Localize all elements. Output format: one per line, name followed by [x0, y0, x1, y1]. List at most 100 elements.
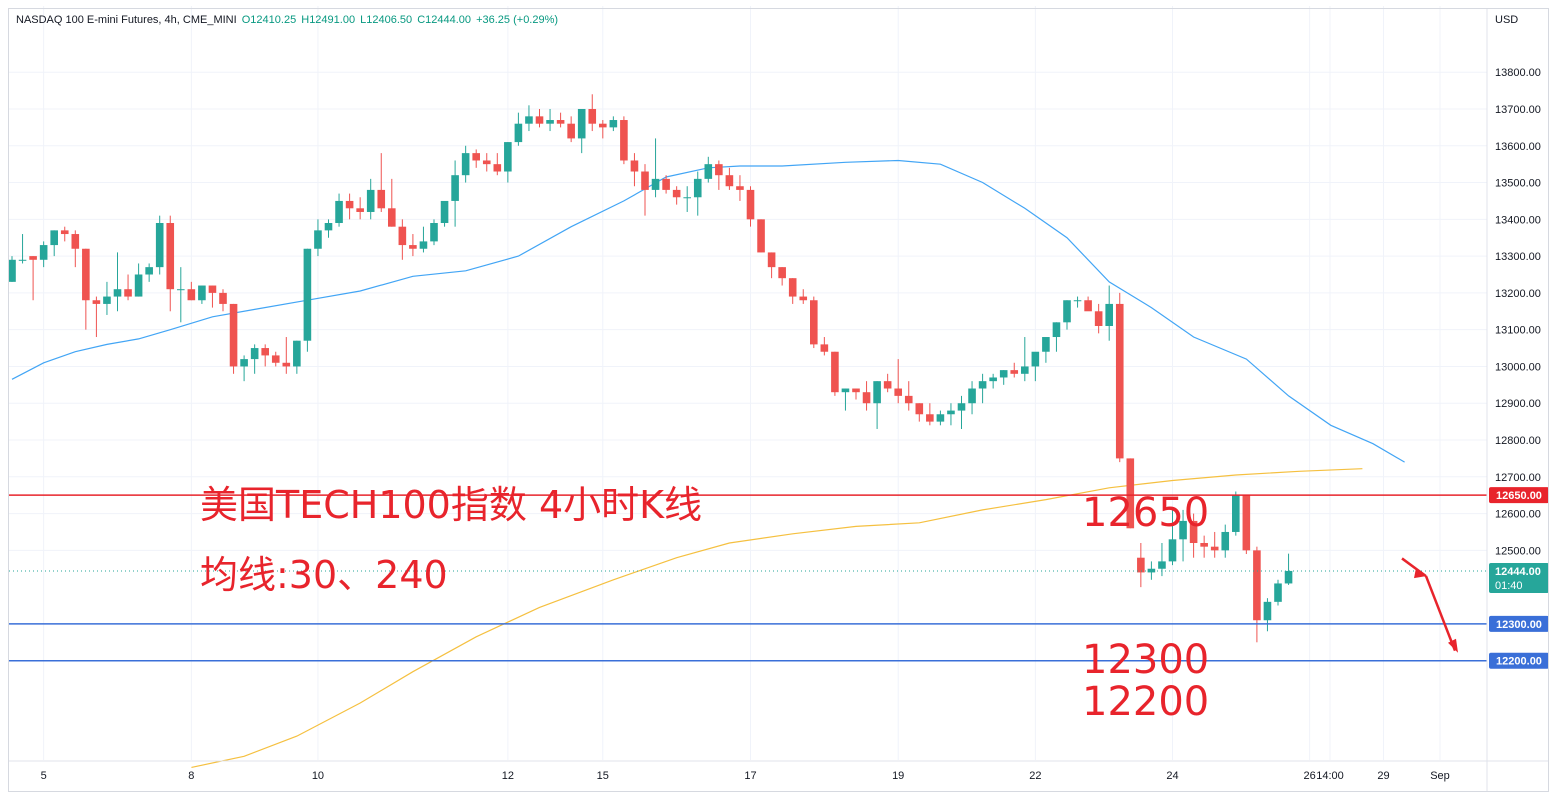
candle: [177, 267, 185, 323]
candle: [999, 370, 1008, 385]
candle-body: [261, 348, 269, 356]
candle-body: [1147, 568, 1156, 573]
candle-body: [366, 189, 375, 212]
candle-body: [145, 267, 153, 275]
candle-body: [187, 289, 196, 301]
candle: [1137, 542, 1145, 588]
arrow-head-icon: [1448, 638, 1458, 653]
price-tag-label: 12650.00: [1496, 490, 1542, 502]
candle: [1084, 296, 1092, 312]
candle: [894, 359, 902, 404]
candle-body: [1063, 300, 1071, 323]
candle-body: [567, 123, 575, 139]
time-tick-label: 12: [502, 770, 514, 782]
candle: [29, 256, 37, 301]
last-price-tag[interactable]: [1489, 562, 1549, 593]
candle: [8, 256, 16, 282]
arrow-head-icon: [1414, 568, 1426, 579]
price-tag-12300[interactable]: [1489, 615, 1549, 632]
candle: [124, 274, 132, 301]
candle: [957, 395, 966, 429]
candle: [799, 289, 808, 304]
candle: [862, 381, 871, 411]
candle: [166, 215, 175, 312]
time-tick-label: 10: [312, 770, 324, 782]
price-tag-12200[interactable]: [1489, 652, 1549, 669]
candle-body: [409, 245, 417, 249]
candle: [915, 403, 924, 422]
candle-body: [113, 289, 122, 297]
candle: [377, 153, 386, 212]
candle-body: [504, 142, 512, 172]
candle-body: [229, 303, 238, 367]
candle-body: [767, 252, 776, 268]
candle: [820, 337, 829, 356]
price-tick-label: 13400.00: [1495, 214, 1541, 226]
candle: [261, 344, 269, 367]
candle: [198, 285, 206, 304]
high-value: H12491.00: [301, 14, 356, 26]
price-tick-label: 13700.00: [1495, 104, 1541, 116]
candle: [630, 153, 639, 187]
candle-body: [862, 392, 871, 404]
candle-body: [92, 300, 101, 304]
price-tick-label: 12900.00: [1495, 398, 1541, 410]
candle: [271, 351, 280, 367]
candle-body: [1200, 542, 1208, 547]
candle-body: [335, 200, 343, 224]
candle-body: [1274, 583, 1282, 602]
candle: [757, 219, 765, 253]
candle: [651, 138, 660, 198]
candle-body: [1094, 311, 1103, 326]
candle: [567, 116, 575, 143]
candle-body: [282, 362, 291, 367]
candle-body: [1073, 300, 1082, 302]
candle-body: [8, 259, 16, 282]
candle-body: [493, 164, 502, 172]
ma-30-line: [11, 159, 1405, 463]
candle: [1284, 553, 1293, 585]
candle: [662, 175, 670, 194]
candle-body: [1126, 458, 1135, 529]
candle-body: [388, 208, 396, 227]
price-axis[interactable]: 13800.00 13700.00 13600.00 13500.00 13400.00…: [1486, 8, 1549, 792]
candle: [250, 344, 259, 374]
time-tick-label: 15: [597, 770, 609, 782]
candle: [1052, 322, 1061, 352]
candle: [1232, 491, 1240, 536]
candle-body: [989, 377, 997, 382]
candle-body: [957, 403, 966, 411]
time-tick-label: Sep: [1430, 770, 1450, 782]
candle: [1179, 509, 1187, 562]
candle-body: [345, 200, 354, 209]
candle: [778, 267, 786, 286]
candle-body: [472, 153, 480, 161]
price-tag-12650[interactable]: [1489, 487, 1549, 504]
candle-body: [271, 355, 280, 363]
candle: [947, 403, 955, 426]
candle-body: [810, 300, 818, 345]
time-tick-label: 19: [892, 770, 904, 782]
candle: [556, 112, 565, 128]
candle-body: [704, 164, 713, 179]
candle: [609, 116, 618, 132]
candle: [419, 226, 428, 253]
candle-body: [1168, 539, 1177, 562]
candle: [672, 186, 681, 205]
candle-body: [883, 381, 892, 389]
candle: [989, 373, 997, 389]
candle: [504, 142, 512, 183]
candle: [1042, 337, 1050, 363]
level-lines[interactable]: [9, 494, 1487, 662]
candle: [1126, 458, 1135, 529]
candle: [451, 160, 459, 227]
candle-body: [377, 189, 386, 209]
time-axis[interactable]: 5 8 10 12 15 17 19 22 24 26 29 14:00 Sep: [9, 760, 1549, 782]
time-tick-label: 29: [1377, 770, 1389, 782]
symbol-title[interactable]: NASDAQ 100 E-mini Futures, 4h, CME_MINI: [16, 14, 237, 26]
candle-body: [440, 200, 449, 224]
candle-body: [546, 120, 554, 124]
candle: [335, 193, 343, 227]
